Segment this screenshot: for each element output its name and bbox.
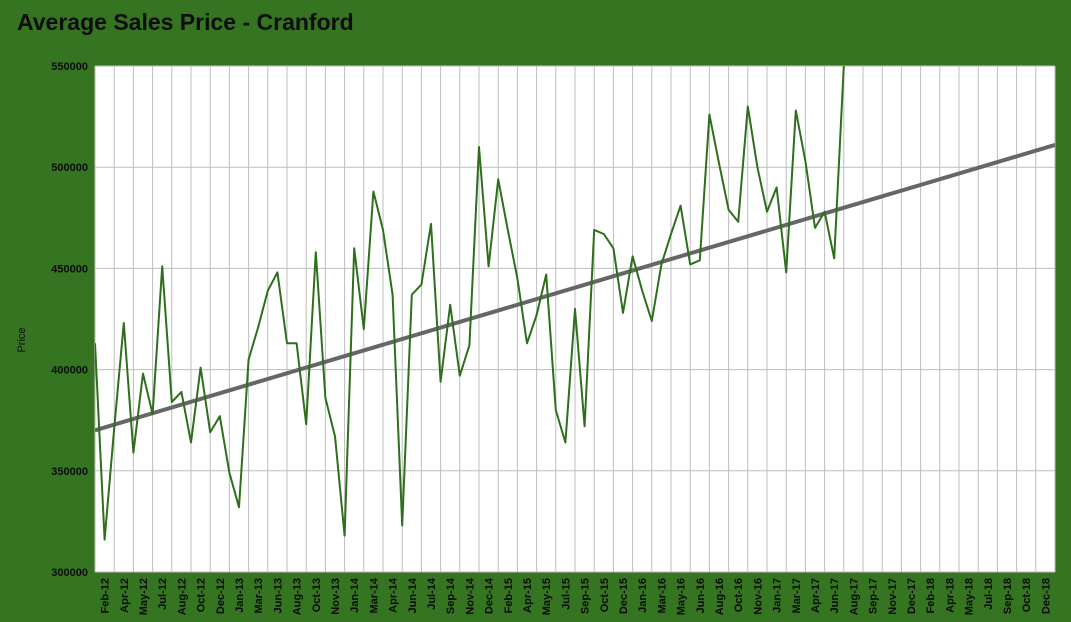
price-series-line — [95, 66, 845, 541]
x-tick-label: Jan-14 — [349, 577, 361, 613]
y-tick-label: 300000 — [51, 567, 88, 579]
y-axis-label: Price — [16, 327, 28, 352]
y-tick-label: 400000 — [51, 365, 88, 377]
x-tick-label: Feb-15 — [503, 578, 515, 613]
x-tick-label: Jul-18 — [983, 578, 995, 610]
trend-line — [95, 143, 1055, 433]
x-tick-label: Apr-12 — [119, 578, 131, 613]
x-tick-label: Nov-13 — [330, 578, 342, 615]
x-tick-label: Jun-13 — [272, 578, 284, 613]
x-tick-label: Jul-15 — [560, 578, 572, 610]
x-tick-label: Feb-12 — [100, 578, 112, 613]
x-tick-label: Dec-12 — [215, 578, 227, 614]
x-tick-label: Apr-15 — [522, 578, 534, 613]
x-tick-label: Jul-14 — [426, 577, 438, 610]
x-tick-label: Aug-17 — [848, 578, 860, 615]
x-tick-label: Dec-14 — [484, 577, 496, 614]
x-tick-label: Sep-17 — [868, 578, 880, 614]
x-tick-label: Sep-18 — [1002, 578, 1014, 614]
x-tick-label: Mar-13 — [253, 578, 265, 613]
x-tick-label: Aug-13 — [292, 578, 304, 615]
x-tick-label: Jun-17 — [829, 578, 841, 613]
y-tick-label: 350000 — [51, 466, 88, 478]
x-tick-label: Dec-18 — [1040, 578, 1052, 614]
x-tick-label: Jan-17 — [772, 578, 784, 613]
x-tick-label: May-18 — [964, 578, 976, 615]
x-tick-label: Sep-15 — [580, 578, 592, 614]
x-tick-label: Aug-12 — [176, 578, 188, 615]
y-tick-label: 550000 — [51, 61, 88, 73]
x-tick-label: Nov-17 — [887, 578, 899, 615]
x-tick-label: Oct-18 — [1021, 578, 1033, 612]
x-tick-label: Jul-12 — [157, 578, 169, 610]
chart-title: Average Sales Price - Cranford — [17, 9, 354, 35]
x-tick-label: May-12 — [138, 578, 150, 615]
x-tick-label: Aug-16 — [714, 578, 726, 615]
x-tick-label: Mar-16 — [656, 578, 668, 613]
y-tick-label: 500000 — [51, 162, 88, 174]
x-tick-label: May-16 — [676, 578, 688, 615]
x-tick-label: Oct-12 — [196, 578, 208, 612]
x-tick-label: Mar-17 — [791, 578, 803, 613]
x-tick-label: Mar-14 — [368, 577, 380, 613]
y-tick-label: 450000 — [51, 263, 88, 275]
x-tick-label: Jun-14 — [407, 577, 419, 613]
x-tick-label: Apr-18 — [944, 578, 956, 613]
x-tick-label: Apr-14 — [388, 577, 400, 613]
x-tick-label: Nov-14 — [464, 577, 476, 615]
x-tick-label: Jan-16 — [637, 578, 649, 613]
x-tick-label: Oct-16 — [733, 578, 745, 612]
x-tick-label: Oct-13 — [311, 578, 323, 612]
x-tick-label: Sep-14 — [445, 577, 457, 614]
x-tick-label: Dec-15 — [618, 578, 630, 614]
x-tick-label: Feb-18 — [925, 578, 937, 613]
x-tick-label: Dec-17 — [906, 578, 918, 614]
x-tick-label: May-15 — [541, 578, 553, 615]
x-tick-label: Apr-17 — [810, 578, 822, 613]
x-tick-label: Oct-15 — [599, 578, 611, 612]
x-tick-label: Nov-16 — [752, 578, 764, 615]
x-tick-label: Jun-16 — [695, 578, 707, 613]
x-tick-label: Jan-13 — [234, 578, 246, 613]
